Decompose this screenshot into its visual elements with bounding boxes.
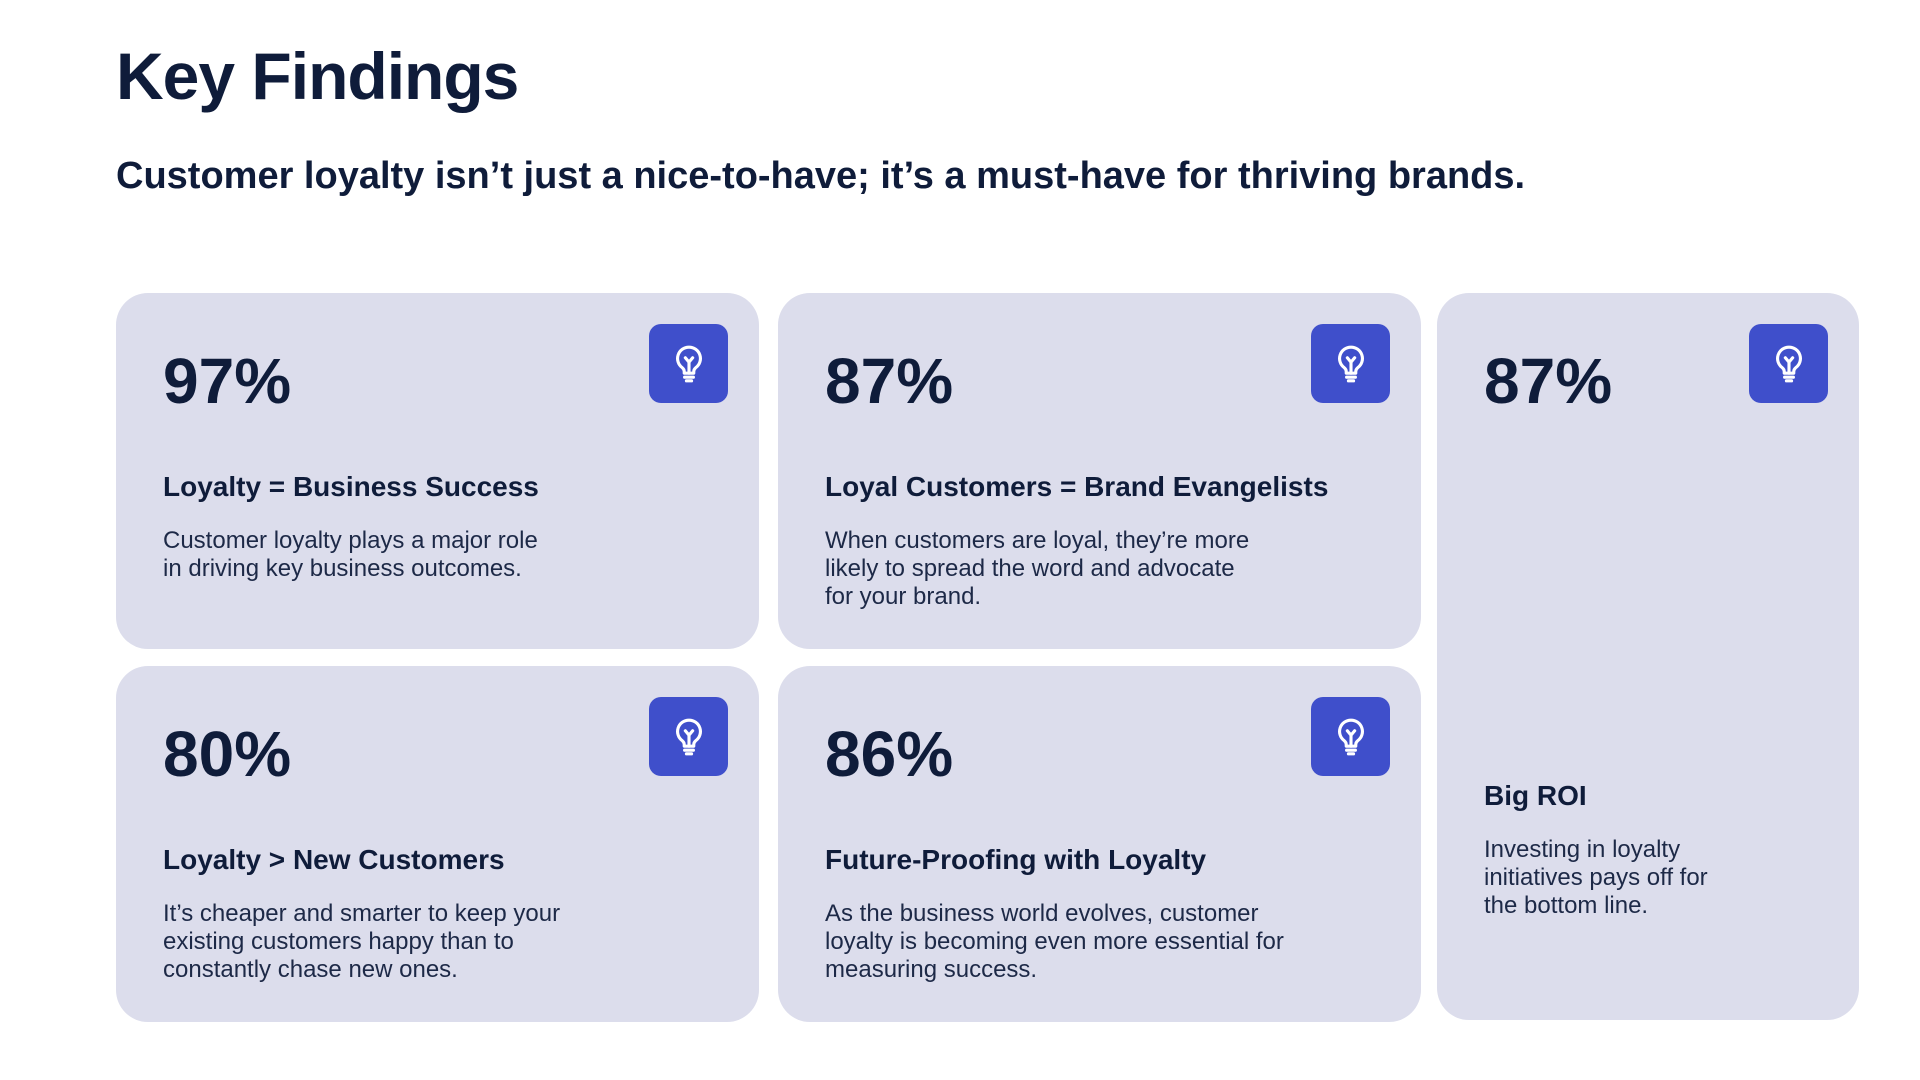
lightbulb-icon xyxy=(1337,345,1364,382)
stat-value: 80% xyxy=(163,718,292,790)
icon-tile xyxy=(1749,324,1828,403)
card-title: Big ROI xyxy=(1484,780,1587,811)
finding-card-brand-evangelists: 87% Loyal Customers = Brand Evangelists … xyxy=(778,293,1421,649)
card-title: Loyalty = Business Success xyxy=(163,471,539,502)
page-title: Key Findings xyxy=(116,39,519,113)
lightbulb-icon xyxy=(1337,718,1364,755)
icon-tile xyxy=(1311,324,1390,403)
card-description: When customers are loyal, they’re more l… xyxy=(825,527,1250,610)
page-subtitle: Customer loyalty isn’t just a nice-to-ha… xyxy=(116,155,1526,197)
card-title: Loyal Customers = Brand Evangelists xyxy=(825,471,1329,502)
finding-card-future-proofing: 86% Future-Proofing with Loyalty As the … xyxy=(778,666,1421,1022)
finding-card-loyalty-business-success: 97% Loyalty = Business Success Customer … xyxy=(116,293,759,649)
lightbulb-icon xyxy=(1775,345,1802,382)
icon-tile xyxy=(649,324,728,403)
stat-value: 97% xyxy=(163,345,292,417)
card-description: Customer loyalty plays a major role in d… xyxy=(163,527,538,582)
card-description: As the business world evolves, customer … xyxy=(825,900,1284,983)
stat-value: 87% xyxy=(1484,345,1613,417)
card-description: It’s cheaper and smarter to keep your ex… xyxy=(163,900,561,983)
icon-tile xyxy=(1311,697,1390,776)
finding-card-big-roi: 87% Big ROI Investing in loyalty initiat… xyxy=(1437,293,1859,1020)
icon-tile xyxy=(649,697,728,776)
stat-value: 86% xyxy=(825,718,954,790)
card-title: Future-Proofing with Loyalty xyxy=(825,844,1207,875)
card-title: Loyalty > New Customers xyxy=(163,844,505,875)
lightbulb-icon xyxy=(675,718,702,755)
finding-card-loyalty-new-customers: 80% Loyalty > New Customers It’s cheaper… xyxy=(116,666,759,1022)
lightbulb-icon xyxy=(675,345,702,382)
card-description: Investing in loyalty initiatives pays of… xyxy=(1484,836,1708,919)
stat-value: 87% xyxy=(825,345,954,417)
